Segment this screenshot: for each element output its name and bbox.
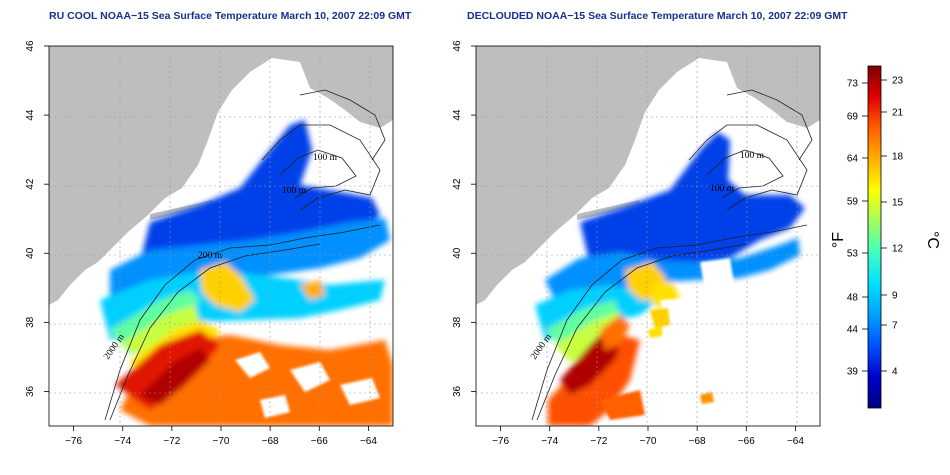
right-x-tick-label: −64: [787, 436, 804, 447]
left-contour-label-2: 100 m: [282, 186, 307, 196]
left-grid: [49, 46, 393, 426]
left-y-tick-label: 44: [25, 109, 36, 121]
fahrenheit-tick-label: 59: [847, 197, 859, 208]
right-x-tick-label: −66: [738, 436, 755, 447]
right-y-tick-label: 44: [452, 109, 463, 121]
left-x-tick-label: −66: [311, 436, 328, 447]
right-x-tick-label: −72: [590, 436, 607, 447]
right-cleared-areas: [620, 258, 820, 426]
right-x-tick-label: −68: [689, 436, 706, 447]
celsius-tick-label: 4: [892, 367, 898, 378]
left-x-tick-label: −76: [65, 436, 82, 447]
right-map-panel: 100 m 100 m 2000 m: [475, 45, 821, 427]
left-contour-label-3: 200 m: [198, 251, 223, 261]
left-y-tick-label: 46: [25, 40, 36, 52]
celsius-tick-label: 23: [892, 76, 904, 87]
fahrenheit-tick-label: 69: [847, 112, 859, 123]
right-x-tick-label: −70: [640, 436, 657, 447]
right-y-tick-label: 36: [452, 385, 463, 397]
celsius-unit-label: °C: [924, 231, 941, 249]
left-x-tick-label: −68: [262, 436, 279, 447]
left-x-tick-label: −64: [360, 436, 377, 447]
left-longisland: [150, 200, 214, 220]
right-contour-label-2: 100 m: [710, 184, 735, 194]
left-x-tick-label: −74: [114, 436, 131, 447]
left-contour-label-1: 100 m: [313, 153, 338, 163]
left-x-tick-label: −72: [163, 436, 180, 447]
axes: −76 −74 −72 −70 −68 −66 −64 36 38 40 42 44 46 −76 −74 −…: [25, 40, 804, 447]
left-y-tick-label: 36: [25, 385, 36, 397]
right-x-tick-label: −76: [492, 436, 509, 447]
fahrenheit-tick-label: 44: [847, 325, 859, 336]
right-land: [476, 46, 820, 305]
fahrenheit-unit-label: °F: [830, 232, 847, 248]
right-y-tick-label: 42: [452, 178, 463, 190]
left-cloud-holes: [60, 318, 380, 418]
colorbar-bar: [867, 65, 882, 409]
right-y-tick-label: 46: [452, 40, 463, 52]
right-longisland: [577, 200, 641, 220]
left-land: [49, 46, 393, 305]
left-map-panel: 100 m 100 m 200 m 2000 m: [48, 45, 394, 427]
right-contours: [531, 89, 813, 421]
celsius-tick-label: 21: [892, 108, 904, 119]
fahrenheit-tick-label: 48: [847, 293, 859, 304]
celsius-tick-label: 18: [892, 152, 904, 163]
right-y-tick-label: 40: [452, 247, 463, 259]
right-contour-label-1: 100 m: [740, 151, 765, 161]
colorbar: 73 69 64 59 53 48 44 39 23 21 18 15 12 9 7 4 °F °C: [830, 65, 941, 409]
fahrenheit-tick-label: 64: [847, 154, 859, 165]
left-map-title: RU COOL NOAA−15 Sea Surface Temperature …: [49, 10, 412, 22]
left-contours: [104, 89, 386, 421]
celsius-tick-label: 9: [892, 291, 898, 302]
fahrenheit-tick-label: 73: [847, 79, 859, 90]
celsius-tick-label: 15: [892, 198, 904, 209]
right-map-title: DECLOUDED NOAA−15 Sea Surface Temperatur…: [467, 10, 848, 22]
right-x-tick-label: −74: [541, 436, 558, 447]
right-grid: [476, 46, 820, 426]
left-x-tick-label: −70: [213, 436, 230, 447]
right-y-tick-label: 38: [452, 316, 463, 328]
fahrenheit-tick-label: 53: [847, 249, 859, 260]
left-y-tick-label: 42: [25, 178, 36, 190]
left-y-tick-label: 40: [25, 247, 36, 259]
fahrenheit-tick-label: 39: [847, 367, 859, 378]
celsius-tick-label: 7: [892, 321, 898, 332]
left-y-tick-label: 38: [25, 316, 36, 328]
celsius-tick-label: 12: [892, 244, 904, 255]
right-patches: [600, 308, 714, 420]
